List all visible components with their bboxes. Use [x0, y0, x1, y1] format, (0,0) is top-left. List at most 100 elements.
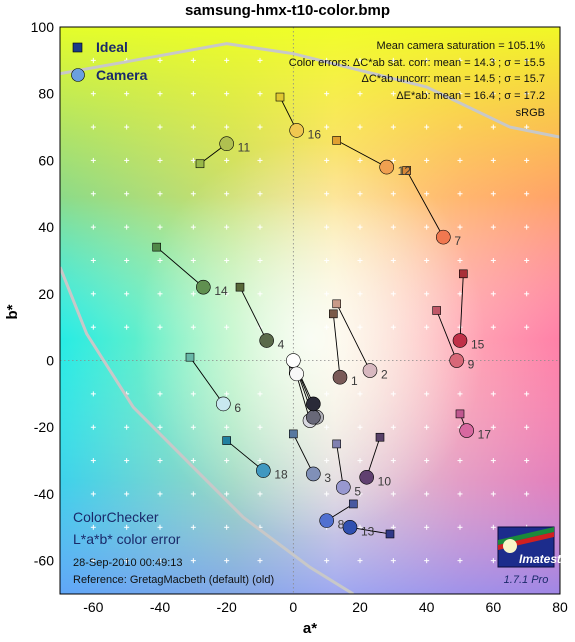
patch-label-5: 5	[354, 484, 361, 498]
info-title: ColorChecker	[73, 509, 159, 525]
ideal-marker-14	[152, 242, 161, 252]
y-tick-label: 20	[38, 286, 54, 302]
ideal-marker-16	[275, 92, 285, 102]
camera-marker-2	[362, 363, 378, 378]
camera-marker-20	[289, 366, 304, 382]
logo-text: Imatest	[519, 552, 562, 566]
patch-label-3: 3	[324, 471, 331, 485]
legend-ideal-label: Ideal	[96, 39, 128, 55]
info-block: ColorChecker L*a*b* color error 28-Sep-2…	[73, 509, 274, 586]
y-tick-label: 60	[38, 152, 54, 168]
ideal-marker-15	[459, 269, 468, 279]
ideal-marker-6	[185, 352, 195, 362]
x-tick-label: 80	[552, 599, 568, 615]
patch-label-11: 11	[238, 141, 251, 155]
patch-label-7: 7	[454, 234, 461, 248]
error-line-14	[156, 246, 204, 288]
logo-version: 1.7.1 Pro	[504, 574, 549, 586]
legend-camera-label: Camera	[96, 67, 148, 83]
camera-marker-14	[196, 279, 211, 295]
camera-markers	[196, 123, 474, 535]
patch-label-9: 9	[468, 358, 475, 372]
patch-label-12: 12	[398, 164, 412, 178]
ideal-marker-5	[332, 439, 341, 449]
ideal-marker-13	[385, 529, 395, 539]
y-tick-label: 40	[38, 219, 54, 235]
patch-label-4: 4	[278, 338, 285, 352]
camera-marker-6	[216, 396, 231, 412]
legend: Ideal Camera	[71, 39, 148, 83]
patch-label-18: 18	[274, 468, 288, 482]
error-line-6	[189, 356, 224, 405]
ideal-marker-1	[329, 309, 338, 319]
camera-marker-13	[342, 519, 358, 535]
grid-layer	[60, 27, 560, 594]
stats-saturation: Mean camera saturation = 105.1%	[377, 40, 546, 52]
patch-label-1: 1	[351, 374, 358, 388]
error-line-18	[226, 440, 264, 471]
x-axis-label: a*	[303, 620, 317, 637]
ideal-marker-17	[455, 409, 465, 419]
stats-de: ΔE*ab: mean = 16.4 ; σ = 17.2	[396, 90, 545, 102]
ideal-marker-18	[222, 436, 231, 445]
x-tick-label: -60	[83, 599, 103, 615]
x-tick-label: 60	[486, 599, 502, 615]
error-line-1	[332, 313, 341, 378]
camera-marker-3	[306, 466, 321, 482]
patch-label-13: 13	[361, 524, 375, 538]
patch-label-15: 15	[471, 338, 485, 352]
ideal-marker-3	[289, 429, 298, 439]
error-line-2	[336, 303, 371, 371]
camera-marker-15	[452, 333, 468, 348]
axis-ticks: -60 -40 -20 0 20 40 60 80 -60 -40 -20 0 20 40 60 80 100	[31, 19, 568, 615]
y-tick-label: -40	[34, 486, 54, 502]
x-tick-label: 40	[419, 599, 435, 615]
camera-marker-16	[289, 123, 304, 138]
ideal-marker-11	[195, 159, 205, 169]
info-subtitle: L*a*b* color error	[73, 531, 181, 547]
legend-ideal-swatch	[72, 42, 83, 53]
y-tick-label: 0	[46, 353, 54, 369]
patch-label-10: 10	[378, 474, 392, 488]
patch-label-8: 8	[338, 518, 345, 532]
error-line-12	[336, 140, 387, 168]
error-line-7	[406, 170, 444, 238]
ideal-marker-8	[349, 499, 358, 509]
patch-label-6: 6	[234, 401, 241, 415]
camera-marker-5	[336, 479, 351, 495]
ideal-marker-7	[402, 166, 411, 175]
camera-marker-24	[306, 396, 321, 412]
patch-label-17: 17	[478, 428, 492, 442]
camera-marker-17	[459, 423, 474, 438]
y-tick-label: -20	[34, 419, 54, 435]
stats-dc-corr: Color errors: ΔC*ab sat. corr: mean = 14…	[289, 57, 545, 69]
x-tick-label: -40	[150, 599, 170, 615]
patch-label-16: 16	[308, 127, 322, 141]
error-line-15	[459, 273, 464, 341]
camera-marker-23	[306, 409, 321, 425]
ideal-marker-2	[332, 299, 341, 309]
error-line-9	[436, 310, 458, 361]
gamut-boundary	[60, 42, 560, 594]
y-axis-label: b*	[4, 304, 21, 319]
ideal-marker-4	[235, 282, 245, 292]
ideal-marker-10	[375, 432, 385, 442]
x-tick-label: 20	[352, 599, 368, 615]
error-line-4	[239, 286, 268, 341]
y-tick-label: 100	[31, 19, 55, 35]
camera-marker-10	[359, 469, 374, 485]
patch-label-14: 14	[214, 284, 228, 298]
patch-label-2: 2	[381, 368, 388, 382]
gamut-boundary-lower	[60, 266, 355, 594]
camera-marker-12	[379, 159, 394, 175]
error-line-3	[292, 433, 314, 475]
plot-background-center	[60, 27, 560, 594]
camera-marker-11	[219, 136, 234, 152]
info-reference: Reference: GretagMacbeth (default) (old)	[73, 574, 274, 586]
info-date: 28-Sep-2010 00:49:13	[73, 557, 182, 569]
y-tick-label: -60	[34, 553, 54, 569]
camera-marker-9	[449, 353, 464, 368]
